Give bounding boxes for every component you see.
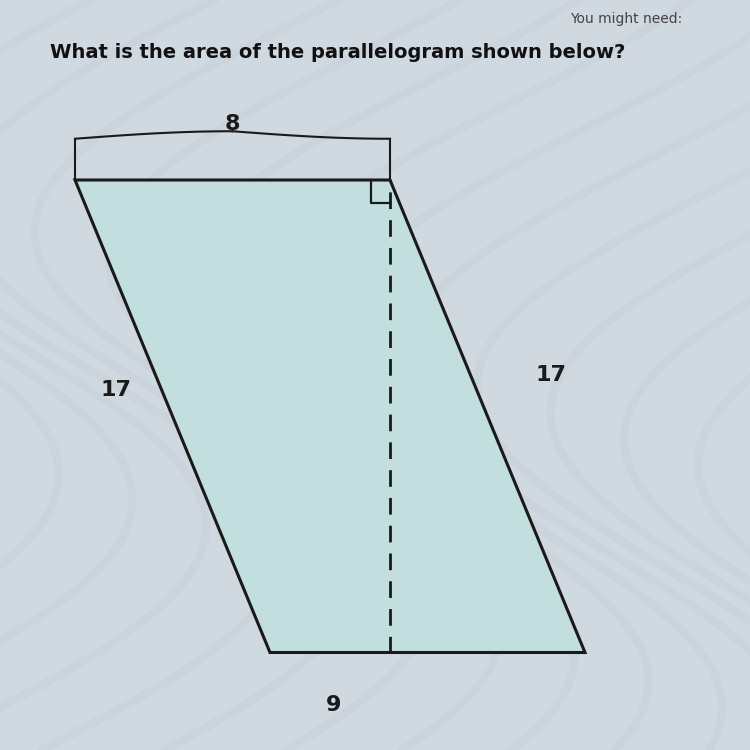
- Text: 17: 17: [100, 380, 132, 400]
- Text: What is the area of the parallelogram shown below?: What is the area of the parallelogram sh…: [50, 43, 626, 62]
- Polygon shape: [75, 180, 585, 652]
- Text: 8: 8: [225, 114, 240, 134]
- Text: 9: 9: [326, 695, 341, 715]
- Text: 17: 17: [536, 365, 567, 385]
- Text: You might need:: You might need:: [570, 12, 682, 26]
